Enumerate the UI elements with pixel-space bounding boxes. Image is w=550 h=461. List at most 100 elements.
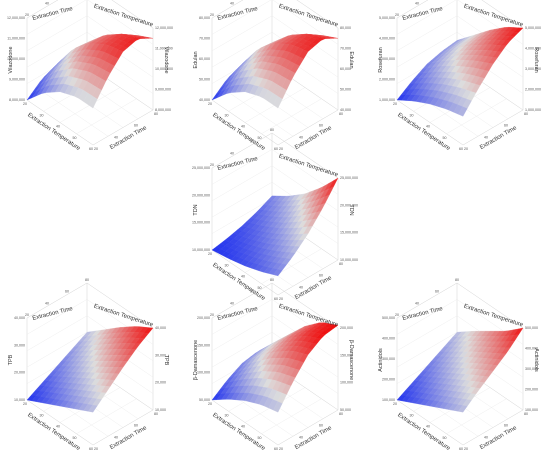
z-tick-label: 10,000 [14,398,25,402]
response-surface [211,177,339,277]
z-tick-label: 12,000,000 [7,16,25,20]
z-tick-label: 25,000,000 [340,176,358,180]
t-tick-label: 20 [279,447,283,451]
x-axis-title: Extraction Temperature [278,304,339,329]
z-axis-title: Edulan [348,51,354,68]
surface-cell [458,106,468,117]
surface-cell [273,401,283,413]
gridline [76,98,137,134]
x-tick-label: 30 [40,413,44,417]
z-tick-label: 500,000 [525,326,538,330]
t-tick-label: 20 [464,147,468,151]
z-tick-label: 500,000 [382,316,395,320]
gridline [396,299,524,345]
x-tick-label: 30 [40,113,44,117]
t-tick-label: 80 [85,278,89,282]
t-axis-title: Extraction Time [402,6,444,22]
response-surface [396,327,524,413]
gridline [211,331,339,378]
x-axis-title: Extraction Temperature [463,4,524,29]
response-surface [26,33,154,109]
z-tick-label: 25,000,000 [192,166,210,170]
surface-panel: 500,000 400,000 300,000 200,000 100,000 500,0… [375,278,545,455]
x-tick-label: 40 [56,425,60,429]
z-tick-label: 8,000,000 [155,108,171,112]
response-surface [211,322,339,413]
back-walls [211,0,339,110]
z-tick-label: 400,000 [525,347,538,351]
t-tick-label: 80 [154,112,158,116]
x-tick-label: 60 [89,447,93,451]
z-tick-label: 20,000,000 [192,193,210,197]
z-tick-label: 100,000 [525,408,538,412]
z-tick-label: 3,000,000 [525,67,541,71]
gridline [26,15,154,61]
t-tick-label: 20 [94,447,98,451]
surface-plot: 40,000 30,000 20,000 10,000 40,000 30,000 20,0… [8,278,169,452]
x-tick-label: 40 [426,425,430,429]
t-tick-label: 20 [25,313,29,317]
x-tick-label: 50 [73,436,77,440]
x-tick-label: 20 [208,252,212,256]
z-tick-label: 10,000 [155,408,166,412]
z-tick-label: 40,000 [155,326,166,330]
t-tick-label: 40 [415,1,419,5]
t-tick-label: 20 [210,163,214,167]
z-tick-label: 80,000 [199,16,210,20]
z-tick-label: 8,000,000 [9,98,25,102]
z-tick-label: 11,000,000 [155,47,173,51]
x-tick-label: 60 [274,447,278,451]
t-tick-label: 60 [134,124,138,128]
t-tick-label: 60 [435,290,439,294]
z-axis-title: Rosefuran [378,47,384,72]
z-tick-label: 200,000 [382,378,395,382]
t-axis-title: Extraction Time [402,306,444,322]
t-tick-label: 20 [94,147,98,151]
z-tick-label: 400,000 [382,337,395,341]
surface-plot: 80,000 70,000 60,000 50,000 40,000 80,000 70,0… [193,0,354,152]
t-axis-title: Extraction Time [217,306,259,322]
t-axis-title: Extraction Time [32,306,74,322]
x-tick-label: 20 [23,102,27,106]
z-tick-label: 10,000,000 [192,248,210,252]
z-tick-label: 5,000,000 [525,26,541,30]
t-tick-label: 40 [114,435,118,439]
x-tick-label: 20 [208,102,212,106]
surface-plot: 500,000 400,000 300,000 200,000 100,000 500,0… [378,278,539,452]
t-tick-label: 60 [250,140,254,144]
back-walls [26,0,154,110]
z-tick-label: 4,000,000 [379,37,395,41]
z-axis-title: TPB [163,355,169,366]
t-tick-label: 80 [270,128,274,132]
gridline [396,31,524,78]
z-axis-title: TPB [8,354,14,365]
z-tick-label: 40,000 [199,98,210,102]
t-tick-label: 60 [65,290,69,294]
gridline [76,398,137,434]
surface-cell [88,404,98,413]
surface-panel: 25,000,000 20,000,000 15,000,000 10,000,000… [190,128,360,305]
gridline [211,0,339,45]
z-tick-label: 200,000 [340,326,353,330]
t-tick-label: 20 [279,297,283,301]
x-tick-label: 30 [410,413,414,417]
x-tick-label: 30 [225,263,229,267]
surface-panel: 12,000,000 11,000,000 10,000,000 9,000,000 8… [5,0,175,155]
x-tick-label: 50 [258,436,262,440]
z-tick-label: 50,000 [199,78,210,82]
t-tick-label: 80 [524,112,528,116]
x-tick-label: 40 [426,125,430,129]
z-axis-title: Vilazodone [163,46,169,73]
z-tick-label: 2,000,000 [525,88,541,92]
x-tick-label: 50 [258,286,262,290]
t-tick-label: 80 [339,112,343,116]
t-tick-label: 80 [524,412,528,416]
x-tick-label: 40 [241,275,245,279]
x-tick-label: 20 [393,402,397,406]
z-tick-label: 12,000,000 [155,26,173,30]
x-tick-label: 40 [241,125,245,129]
z-tick-label: 200,000 [525,388,538,392]
t-tick-label: 40 [299,285,303,289]
z-axis-title: TDN [193,204,199,215]
